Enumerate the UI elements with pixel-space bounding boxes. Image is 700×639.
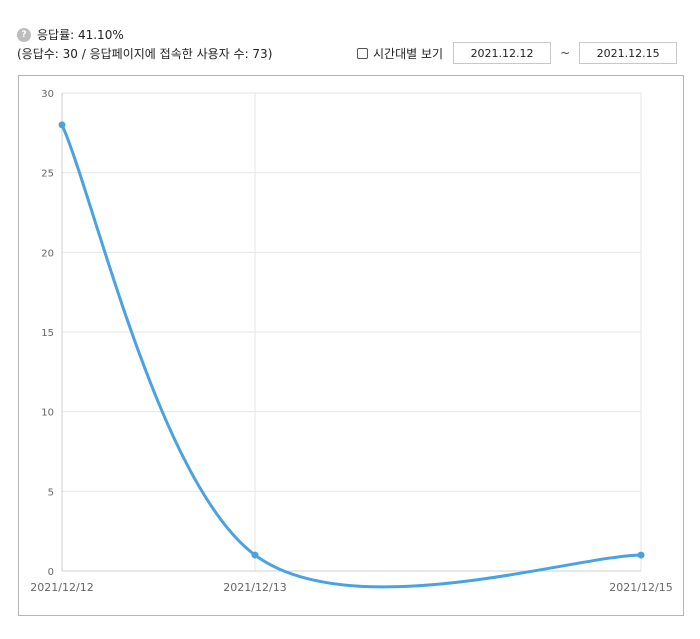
end-date-input[interactable] (579, 42, 678, 64)
y-tick-label: 0 (48, 567, 54, 578)
response-rate-line: ? 응답률: 41.10% (17, 26, 124, 43)
y-tick-label: 5 (48, 487, 54, 498)
response-counts-text: (응답수: 30 / 응답페이지에 접속한 사용자 수: 73) (17, 47, 273, 61)
data-point[interactable] (251, 551, 259, 559)
x-tick-label: 2021/12/13 (223, 581, 286, 594)
y-tick-label: 30 (41, 89, 54, 100)
range-separator: ~ (560, 46, 571, 60)
y-tick-label: 20 (41, 248, 54, 259)
response-rate-text: 응답률: 41.10% (37, 28, 124, 42)
y-tick-label: 15 (41, 328, 54, 339)
x-tick-label: 2021/12/12 (30, 581, 93, 594)
help-icon[interactable]: ? (17, 27, 31, 42)
data-point[interactable] (58, 121, 66, 129)
axis-layer: 0 5 10 15 20 25 30 2021/12/12 2021/12/13 2021/12/… (30, 89, 672, 594)
x-tick-label: 2021/12/15 (609, 581, 672, 594)
grid-layer (61, 92, 642, 572)
date-range-controls: 시간대별 보기 ~ (357, 42, 678, 64)
y-tick-label: 25 (41, 169, 54, 180)
hourly-view-checkbox[interactable] (357, 47, 368, 59)
start-date-input[interactable] (453, 42, 552, 64)
series-line (60, 123, 643, 589)
hourly-view-label[interactable]: 시간대별 보기 (373, 46, 444, 61)
series-layer (58, 121, 645, 589)
y-tick-label: 10 (41, 408, 54, 419)
data-point[interactable] (637, 551, 645, 559)
chart-frame: 0 5 10 15 20 25 30 2021/12/12 2021/12/13 2021/12/… (18, 75, 684, 616)
line-chart: 0 5 10 15 20 25 30 2021/12/12 2021/12/13 2021/12/… (30, 89, 672, 594)
